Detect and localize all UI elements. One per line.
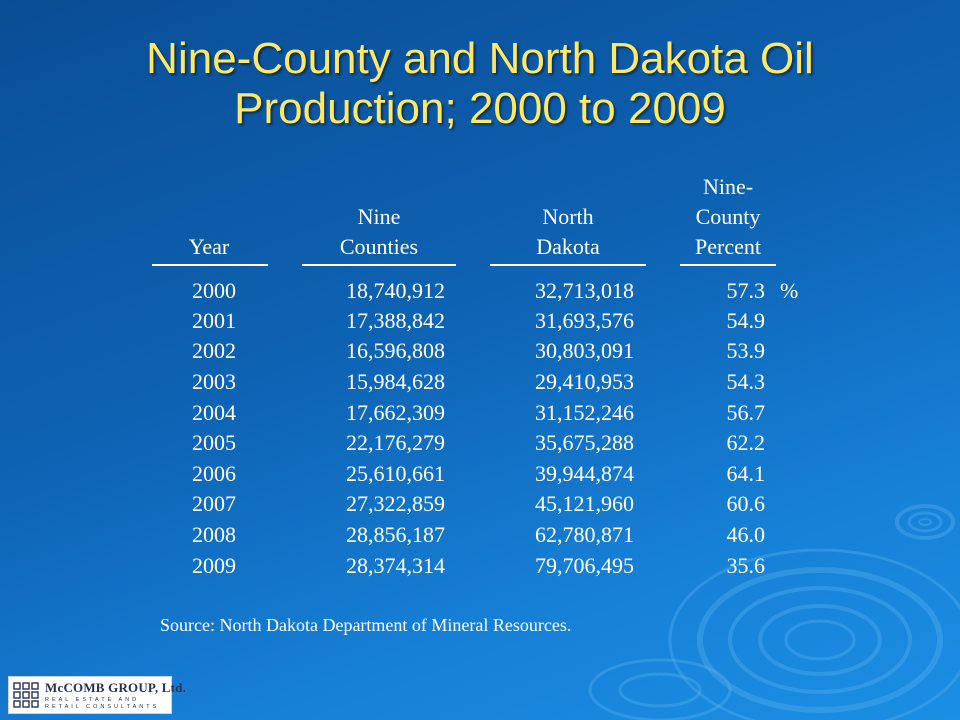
cell-nine-counties: 28,856,187 — [346, 522, 445, 547]
cell-year: 2005 — [192, 430, 236, 455]
cell-percent: 56.7 — [726, 400, 766, 425]
header-north-dakota-line-2: North — [542, 204, 594, 229]
cell-percent: 64.1 — [726, 461, 766, 486]
table-row: 2001 17,388,842 31,693,576 54.9 — [0, 307, 960, 335]
cell-nine-counties: 16,596,808 — [346, 338, 445, 363]
cell-percent: 54.3 — [726, 369, 766, 394]
header-percent-line-1: Nine- — [702, 174, 754, 199]
header-percent-line-3: Percent — [695, 234, 761, 259]
cell-year: 2001 — [192, 308, 236, 333]
cell-year: 2000 — [192, 278, 236, 303]
header-north-dakota-rule — [490, 264, 646, 266]
table-row: 2000 18,740,912 32,713,018 57.3 — [0, 277, 960, 305]
header-percent-line-2: County — [695, 204, 761, 229]
cell-year: 2006 — [192, 461, 236, 486]
header-north-dakota-line-3: Dakota — [536, 234, 600, 259]
cell-nine-counties: 17,662,309 — [346, 400, 445, 425]
source-note: Source: North Dakota Department of Miner… — [160, 615, 572, 635]
cell-north-dakota: 32,713,018 — [535, 278, 634, 303]
slide-title-line-2: Production; 2000 to 2009 — [234, 84, 726, 133]
header-nine-counties-line-3: Counties — [339, 234, 419, 259]
slide-title-line-1: Nine-County and North Dakota Oil — [146, 34, 814, 83]
cell-nine-counties: 15,984,628 — [346, 369, 445, 394]
percent-unit: % — [780, 278, 799, 303]
slide-title: Nine-County and North Dakota Oil Product… — [0, 34, 960, 134]
header-nine-counties-rule — [302, 264, 456, 266]
cell-percent: 46.0 — [726, 522, 766, 547]
cell-north-dakota: 62,780,871 — [535, 522, 634, 547]
table-row: 2002 16,596,808 30,803,091 53.9 — [0, 337, 960, 365]
cell-year: 2003 — [192, 369, 236, 394]
cell-north-dakota: 29,410,953 — [535, 369, 634, 394]
header-percent-rule — [680, 264, 776, 266]
header-year-line-3: Year — [188, 234, 230, 259]
cell-north-dakota: 45,121,960 — [535, 491, 634, 516]
cell-nine-counties: 27,322,859 — [346, 491, 445, 516]
cell-year: 2008 — [192, 522, 236, 547]
cell-year: 2002 — [192, 338, 236, 363]
table-row: 2006 25,610,661 39,944,874 64.1 — [0, 460, 960, 488]
logo-company-name: McCOMB GROUP, Ltd. — [45, 680, 187, 695]
header-year-rule — [152, 264, 268, 266]
cell-nine-counties: 22,176,279 — [346, 430, 445, 455]
cell-nine-counties: 28,374,314 — [346, 553, 445, 578]
cell-percent: 35.6 — [726, 553, 766, 578]
cell-percent: 62.2 — [726, 430, 766, 455]
cell-nine-counties: 25,610,661 — [346, 461, 445, 486]
table-row: 2003 15,984,628 29,410,953 54.3 — [0, 368, 960, 396]
cell-percent: 60.6 — [726, 491, 766, 516]
logo-tagline-line-1: REAL ESTATE AND — [45, 697, 140, 703]
cell-north-dakota: 30,803,091 — [535, 338, 634, 363]
table-row: 2008 28,856,187 62,780,871 46.0 — [0, 521, 960, 549]
cell-north-dakota: 39,944,874 — [535, 461, 634, 486]
cell-year: 2004 — [192, 400, 236, 425]
cell-percent: 57.3 — [726, 278, 766, 303]
cell-year: 2007 — [192, 491, 236, 516]
cell-year: 2009 — [192, 553, 236, 578]
table-row: 2004 17,662,309 31,152,246 56.7 — [0, 399, 960, 427]
cell-nine-counties: 18,740,912 — [346, 278, 445, 303]
company-logo: McCOMB GROUP, Ltd. REAL ESTATE AND RETAI… — [8, 676, 186, 714]
cell-percent: 54.9 — [726, 308, 766, 333]
cell-percent: 53.9 — [726, 338, 766, 363]
cell-nine-counties: 17,388,842 — [346, 308, 445, 333]
cell-north-dakota: 79,706,495 — [535, 553, 634, 578]
table-row: 2005 22,176,279 35,675,288 62.2 — [0, 429, 960, 457]
table-row: 2007 27,322,859 45,121,960 60.6 — [0, 490, 960, 518]
cell-north-dakota: 35,675,288 — [535, 430, 634, 455]
header-nine-counties-line-2: Nine — [357, 204, 401, 229]
cell-north-dakota: 31,693,576 — [535, 308, 634, 333]
table-body: 2000 18,740,912 32,713,018 57.3 2001 17,… — [0, 277, 960, 582]
table-row: 2009 28,374,314 79,706,495 35.6 — [0, 552, 960, 580]
cell-north-dakota: 31,152,246 — [535, 400, 634, 425]
logo-tagline-line-2: RETAIL CONSULTANTS — [45, 703, 160, 710]
logo-grid-icon — [13, 682, 39, 708]
logo-tagline: REAL ESTATE AND RETAIL CONSULTANTS — [45, 697, 159, 710]
